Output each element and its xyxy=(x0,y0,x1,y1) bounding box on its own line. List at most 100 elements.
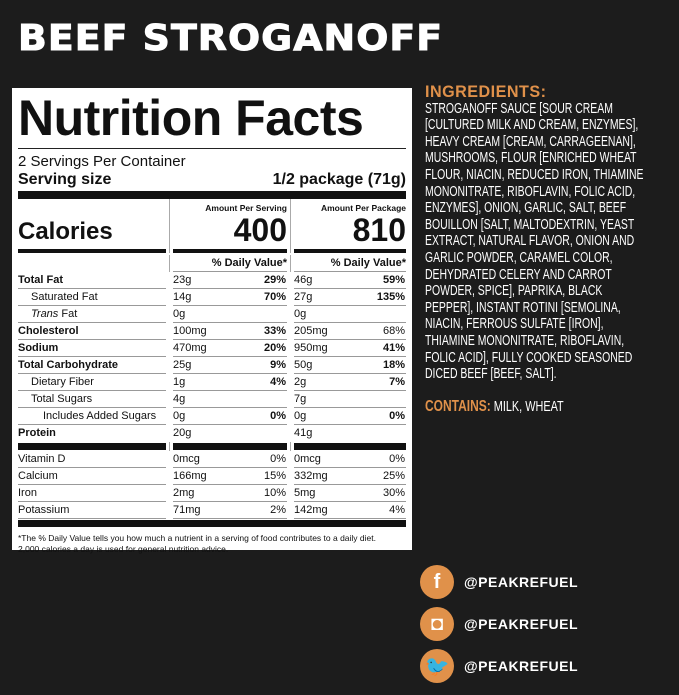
calories-section: Calories Amount Per Serving 400 Amount Pe… xyxy=(18,199,406,249)
nutrient-row: Protein 20g 41g xyxy=(18,425,406,442)
contains-label: CONTAINS: xyxy=(425,398,491,415)
ingredients-line: PEPPER], INSTANT ROTINI [SEMOLINA, xyxy=(425,299,621,316)
serving-dv: 2% xyxy=(270,504,286,516)
nutrient-name: Calcium xyxy=(18,470,58,482)
serving-dv: 9% xyxy=(270,359,286,371)
product-title: BEEF STROGANOFF xyxy=(17,18,444,60)
serving-size-label: Serving size xyxy=(18,171,112,188)
ingredients-line: [CULTURED MILK AND CREAM, ENZYMES], xyxy=(425,117,639,134)
serving-amount: 25g xyxy=(173,359,192,371)
serving-amount: 20g xyxy=(173,427,192,439)
serving-size-value: 1/2 package (71g) xyxy=(272,171,406,188)
nutrient-name: Protein xyxy=(18,427,56,439)
nutrient-row: Sodium 470mg 20% 950mg 41% xyxy=(18,340,406,357)
nutrient-name: Includes Added Sugars xyxy=(43,410,157,422)
package-amount: 332mg xyxy=(294,470,328,482)
serving-amount: 1g xyxy=(173,376,186,388)
serving-amount: 71mg xyxy=(173,504,201,516)
divider xyxy=(18,148,406,149)
package-dv: 7% xyxy=(389,376,405,388)
package-amount: 0g xyxy=(294,410,307,422)
social-handle[interactable]: @PEAKREFUEL xyxy=(464,574,579,590)
serving-amount: 0mcg xyxy=(173,453,200,465)
social-link[interactable]: 🐦 @PEAKREFUEL xyxy=(420,649,578,683)
serving-dv: 15% xyxy=(263,470,286,482)
social-link[interactable]: f @PEAKREFUEL xyxy=(420,565,578,599)
serving-dv: 20% xyxy=(263,342,286,354)
package-amount: 7g xyxy=(294,393,307,405)
nutrient-name: Cholesterol xyxy=(18,325,79,337)
serving-amount: 23g xyxy=(173,274,192,286)
package-amount: 0mcg xyxy=(294,453,321,465)
social-handle[interactable]: @PEAKREFUEL xyxy=(464,658,579,674)
nutrient-row: Total Carbohydrate 25g 9% 50g 18% xyxy=(18,357,406,374)
serving-size: Serving size 1/2 package (71g) xyxy=(18,170,406,189)
serving-dv: 70% xyxy=(263,291,286,303)
package-amount: 46g xyxy=(294,274,313,286)
ingredients-line: EXTRACT, NATURAL FLAVOR, ONION AND xyxy=(425,233,635,250)
serving-amount: 100mg xyxy=(173,325,207,337)
serving-amount: 2mg xyxy=(173,487,195,499)
serving-dv: 10% xyxy=(263,487,286,499)
package-dv: 68% xyxy=(382,325,405,337)
package-dv: 25% xyxy=(382,470,405,482)
ingredients-line: STROGANOFF SAUCE [SOUR CREAM xyxy=(425,100,613,117)
ingredients-line: BOUILLON [SALT, MALTODEXTRIN, YEAST xyxy=(425,216,635,233)
serving-dv: 29% xyxy=(263,274,286,286)
facebook-icon[interactable]: f xyxy=(420,565,454,599)
nutrient-name: Sodium xyxy=(18,342,59,354)
nutrient-name: Vitamin D xyxy=(18,453,66,465)
nutrient-name: Total Sugars xyxy=(31,393,93,405)
nutrient-name: Fat xyxy=(61,308,78,320)
package-amount: 2g xyxy=(294,376,307,388)
package-dv: 0% xyxy=(389,453,405,465)
nutrient-name: Total Fat xyxy=(18,274,64,286)
calories-label: Calories xyxy=(18,218,113,245)
package-dv: 18% xyxy=(382,359,405,371)
social-handle[interactable]: @PEAKREFUEL xyxy=(464,616,579,632)
social-link[interactable]: ◘ @PEAKREFUEL xyxy=(420,607,578,641)
ingredients-line: NIACIN, FERROUS SULFATE [IRON], xyxy=(425,316,604,333)
package-dv: 59% xyxy=(382,274,405,286)
serving-dv: 33% xyxy=(263,325,286,337)
nutrient-row: Potassium 71mg 2% 142mg 4% xyxy=(18,502,406,519)
ingredients-line: POWDER, SPICE], PAPRIKA, BLACK xyxy=(425,283,603,300)
nutrition-heading: Nutrition Facts xyxy=(18,90,364,146)
package-amount: 205mg xyxy=(294,325,328,337)
nutrient-name: Iron xyxy=(18,487,37,499)
package-amount: 5mg xyxy=(294,487,316,499)
nutrient-name: Dietary Fiber xyxy=(31,376,94,388)
serving-amount: 14g xyxy=(173,291,192,303)
per-package-label: Amount Per Package xyxy=(320,203,406,213)
ingredients: INGREDIENTS: STROGANOFF SAUCE [SOUR CREA… xyxy=(425,82,679,383)
contains-value: MILK, WHEAT xyxy=(493,399,564,415)
instagram-icon[interactable]: ◘ xyxy=(420,607,454,641)
package-dv: 41% xyxy=(382,342,405,354)
servings-per-container: 2 Servings Per Container xyxy=(18,153,186,170)
nutrient-row: Dietary Fiber 1g 4% 2g 7% xyxy=(18,374,406,391)
trans-prefix: Trans xyxy=(31,308,59,320)
twitter-icon[interactable]: 🐦 xyxy=(420,649,454,683)
serving-dv: 0% xyxy=(270,410,286,422)
calories-package: 810 xyxy=(352,212,406,248)
nutrient-row: Iron 2mg 10% 5mg 30% xyxy=(18,485,406,502)
package-amount: 950mg xyxy=(294,342,328,354)
ingredients-line: THIAMINE MONONITRATE, RIBOFLAVIN, xyxy=(425,332,625,349)
ingredients-heading: INGREDIENTS: xyxy=(425,82,547,101)
dv-header: % Daily Value* xyxy=(173,255,287,272)
nutrient-row: Includes Added Sugars 0g 0% 0g 0% xyxy=(18,408,406,425)
serving-dv: 4% xyxy=(270,376,286,388)
nutrient-row: Total Sugars 4g 7g xyxy=(18,391,406,408)
allergen-contains: CONTAINS: MILK, WHEAT xyxy=(425,398,564,416)
ingredients-line: FOLIC ACID], FULLY COOKED SEASONED xyxy=(425,349,633,366)
nutrition-label: Nutrition Facts 2 Servings Per Container… xyxy=(12,88,412,554)
nutrient-row: Vitamin D 0mcg 0% 0mcg 0% xyxy=(18,451,406,468)
calories-serving: 400 xyxy=(233,212,287,248)
package-dv: 0% xyxy=(389,410,405,422)
package-dv: 4% xyxy=(389,504,405,516)
divider xyxy=(18,191,406,199)
serving-amount: 0g xyxy=(173,308,186,320)
dv-header: % Daily Value* xyxy=(294,255,406,272)
ingredients-line: DICED BEEF [BEEF, SALT]. xyxy=(425,366,557,383)
nutrient-name: Saturated Fat xyxy=(31,291,98,303)
